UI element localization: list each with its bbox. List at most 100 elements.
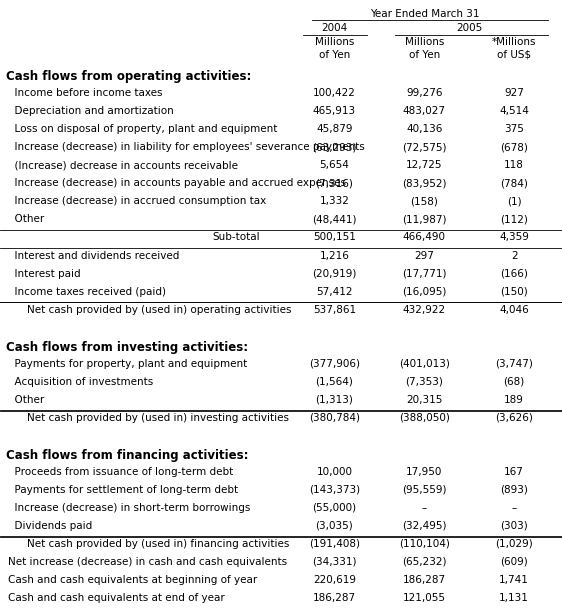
Text: 57,412: 57,412 bbox=[316, 287, 352, 296]
Text: Income taxes received (paid): Income taxes received (paid) bbox=[8, 287, 166, 296]
Text: Interest and dividends received: Interest and dividends received bbox=[8, 251, 180, 260]
Text: Cash flows from operating activities:: Cash flows from operating activities: bbox=[6, 70, 251, 83]
Text: (7,316): (7,316) bbox=[315, 178, 353, 188]
Text: 927: 927 bbox=[504, 88, 524, 98]
Text: Other: Other bbox=[8, 214, 45, 224]
Text: (112): (112) bbox=[500, 214, 528, 224]
Text: (1,564): (1,564) bbox=[315, 376, 353, 387]
Text: Cash flows from financing activities:: Cash flows from financing activities: bbox=[6, 448, 248, 462]
Text: 17,950: 17,950 bbox=[406, 467, 442, 477]
Text: –: – bbox=[511, 503, 517, 513]
Text: Cash and cash equivalents at end of year: Cash and cash equivalents at end of year bbox=[8, 593, 225, 603]
Text: (20,919): (20,919) bbox=[312, 268, 356, 279]
Text: 4,359: 4,359 bbox=[499, 232, 529, 243]
Text: Loss on disposal of property, plant and equipment: Loss on disposal of property, plant and … bbox=[8, 125, 278, 134]
Text: (401,013): (401,013) bbox=[399, 359, 450, 368]
Text: 220,619: 220,619 bbox=[313, 575, 356, 585]
Text: (83,952): (83,952) bbox=[402, 178, 447, 188]
Text: 483,027: 483,027 bbox=[403, 106, 446, 116]
Text: –: – bbox=[422, 503, 427, 513]
Text: (1,313): (1,313) bbox=[315, 395, 353, 404]
Text: (63,293): (63,293) bbox=[312, 142, 357, 152]
Text: 297: 297 bbox=[414, 251, 434, 260]
Text: (7,353): (7,353) bbox=[405, 376, 443, 387]
Text: Sub-total: Sub-total bbox=[212, 232, 260, 243]
Text: *Millions
of US$: *Millions of US$ bbox=[492, 37, 537, 60]
Text: Proceeds from issuance of long-term debt: Proceeds from issuance of long-term debt bbox=[8, 467, 234, 477]
Text: 4,046: 4,046 bbox=[500, 304, 529, 315]
Text: (3,626): (3,626) bbox=[495, 413, 533, 423]
Text: 537,861: 537,861 bbox=[313, 304, 356, 315]
Text: 45,879: 45,879 bbox=[316, 125, 352, 134]
Text: 118: 118 bbox=[504, 160, 524, 170]
Text: (3,747): (3,747) bbox=[495, 359, 533, 368]
Text: 4,514: 4,514 bbox=[499, 106, 529, 116]
Text: Dividends paid: Dividends paid bbox=[8, 521, 93, 531]
Text: 432,922: 432,922 bbox=[403, 304, 446, 315]
Text: (1): (1) bbox=[507, 197, 522, 207]
Text: (17,771): (17,771) bbox=[402, 268, 447, 279]
Text: 99,276: 99,276 bbox=[406, 88, 442, 98]
Text: Other: Other bbox=[8, 395, 45, 404]
Text: 465,913: 465,913 bbox=[313, 106, 356, 116]
Text: Interest paid: Interest paid bbox=[8, 268, 81, 279]
Text: (48,441): (48,441) bbox=[312, 214, 357, 224]
Text: 2: 2 bbox=[511, 251, 518, 260]
Text: Payments for property, plant and equipment: Payments for property, plant and equipme… bbox=[8, 359, 248, 368]
Text: Net increase (decrease) in cash and cash equivalents: Net increase (decrease) in cash and cash… bbox=[8, 557, 288, 567]
Text: (32,495): (32,495) bbox=[402, 521, 447, 531]
Text: 10,000: 10,000 bbox=[316, 467, 352, 477]
Text: (150): (150) bbox=[500, 287, 528, 296]
Text: 12,725: 12,725 bbox=[406, 160, 442, 170]
Text: Increase (decrease) in accounts payable and accrued expenses: Increase (decrease) in accounts payable … bbox=[8, 178, 346, 188]
Text: (34,331): (34,331) bbox=[312, 557, 357, 567]
Text: 186,287: 186,287 bbox=[313, 593, 356, 603]
Text: Acquisition of investments: Acquisition of investments bbox=[8, 376, 153, 387]
Text: (158): (158) bbox=[410, 197, 438, 207]
Text: (377,906): (377,906) bbox=[309, 359, 360, 368]
Text: Income before income taxes: Income before income taxes bbox=[8, 88, 163, 98]
Text: Net cash provided by (used in) investing activities: Net cash provided by (used in) investing… bbox=[14, 413, 289, 423]
Text: (55,000): (55,000) bbox=[312, 503, 356, 513]
Text: Year Ended March 31: Year Ended March 31 bbox=[370, 9, 479, 19]
Text: 40,136: 40,136 bbox=[406, 125, 442, 134]
Text: Net cash provided by (used in) operating activities: Net cash provided by (used in) operating… bbox=[14, 304, 292, 315]
Text: 1,332: 1,332 bbox=[319, 197, 350, 207]
Text: (893): (893) bbox=[500, 485, 528, 495]
Text: Millions
of Yen: Millions of Yen bbox=[405, 37, 444, 60]
Text: 2005: 2005 bbox=[456, 23, 482, 33]
Text: Cash flows from investing activities:: Cash flows from investing activities: bbox=[6, 341, 248, 354]
Text: Net cash provided by (used in) financing activities: Net cash provided by (used in) financing… bbox=[14, 539, 289, 549]
Text: 100,422: 100,422 bbox=[313, 88, 356, 98]
Text: (16,095): (16,095) bbox=[402, 287, 446, 296]
Text: 500,151: 500,151 bbox=[313, 232, 356, 243]
Text: Cash and cash equivalents at beginning of year: Cash and cash equivalents at beginning o… bbox=[8, 575, 258, 585]
Text: (388,050): (388,050) bbox=[399, 413, 450, 423]
Text: 5,654: 5,654 bbox=[319, 160, 350, 170]
Text: (1,029): (1,029) bbox=[495, 539, 533, 549]
Text: (65,232): (65,232) bbox=[402, 557, 447, 567]
Text: 167: 167 bbox=[504, 467, 524, 477]
Text: 2004: 2004 bbox=[321, 23, 347, 33]
Text: (Increase) decrease in accounts receivable: (Increase) decrease in accounts receivab… bbox=[8, 160, 238, 170]
Text: (303): (303) bbox=[500, 521, 528, 531]
Text: (68): (68) bbox=[504, 376, 525, 387]
Text: (110,104): (110,104) bbox=[399, 539, 450, 549]
Text: (11,987): (11,987) bbox=[402, 214, 447, 224]
Text: (143,373): (143,373) bbox=[309, 485, 360, 495]
Text: 375: 375 bbox=[504, 125, 524, 134]
Text: Millions
of Yen: Millions of Yen bbox=[315, 37, 354, 60]
Text: (191,408): (191,408) bbox=[309, 539, 360, 549]
Text: 1,741: 1,741 bbox=[499, 575, 529, 585]
Text: 1,131: 1,131 bbox=[499, 593, 529, 603]
Text: (166): (166) bbox=[500, 268, 528, 279]
Text: (609): (609) bbox=[500, 557, 528, 567]
Text: (784): (784) bbox=[500, 178, 528, 188]
Text: 466,490: 466,490 bbox=[403, 232, 446, 243]
Text: Increase (decrease) in liability for employees' severance payments: Increase (decrease) in liability for emp… bbox=[8, 142, 365, 152]
Text: (3,035): (3,035) bbox=[315, 521, 353, 531]
Text: Increase (decrease) in short-term borrowings: Increase (decrease) in short-term borrow… bbox=[8, 503, 251, 513]
Text: Payments for settlement of long-term debt: Payments for settlement of long-term deb… bbox=[8, 485, 238, 495]
Text: 1,216: 1,216 bbox=[319, 251, 350, 260]
Text: 20,315: 20,315 bbox=[406, 395, 442, 404]
